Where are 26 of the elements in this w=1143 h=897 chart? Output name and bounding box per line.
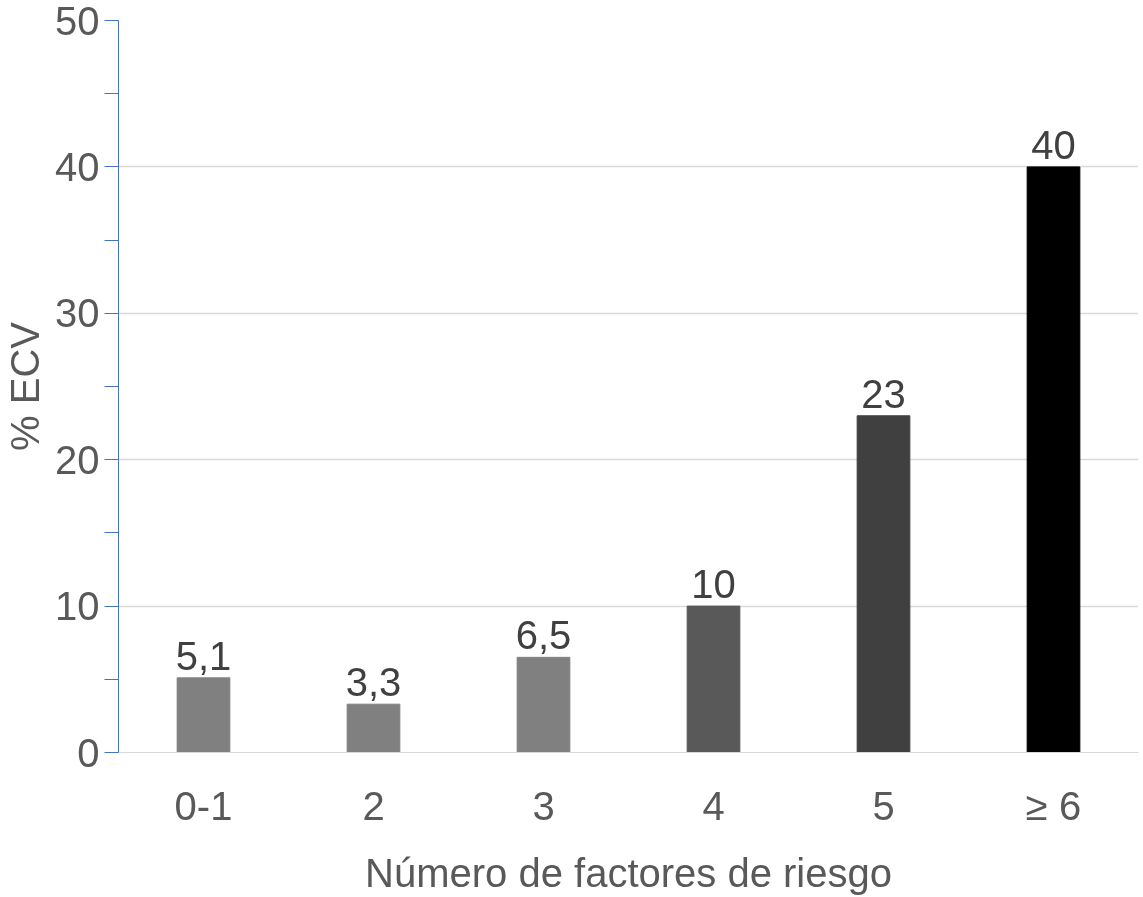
data-label: 40 [1031, 122, 1076, 167]
y-axis-title: % ECV [3, 321, 48, 451]
y-tick-label: 40 [55, 144, 100, 189]
y-tick-label: 0 [77, 730, 100, 775]
x-tick-label: ≥ 6 [1025, 783, 1082, 828]
data-label: 3,3 [345, 660, 402, 705]
x-axis-title: Número de factores de riesgo [365, 850, 892, 895]
data-label: 5,1 [175, 633, 232, 678]
x-tick-label: 0-1 [174, 783, 233, 828]
x-tick-label: 2 [362, 783, 385, 828]
bar [346, 703, 401, 753]
bar [686, 605, 741, 753]
data-label: 23 [861, 371, 906, 416]
x-tick-label: 3 [532, 783, 555, 828]
y-tick-label: 20 [55, 437, 100, 482]
bar [176, 677, 231, 753]
bar [856, 415, 911, 753]
y-tick-label: 10 [55, 584, 100, 629]
x-tick-label: 4 [702, 783, 725, 828]
data-label: 6,5 [515, 613, 572, 658]
x-tick-label: 5 [872, 783, 895, 828]
y-tick-label: 30 [55, 291, 100, 336]
y-tick-label: 50 [55, 0, 100, 43]
bar [1026, 166, 1081, 753]
data-label: 10 [691, 562, 736, 607]
bar [516, 656, 571, 753]
